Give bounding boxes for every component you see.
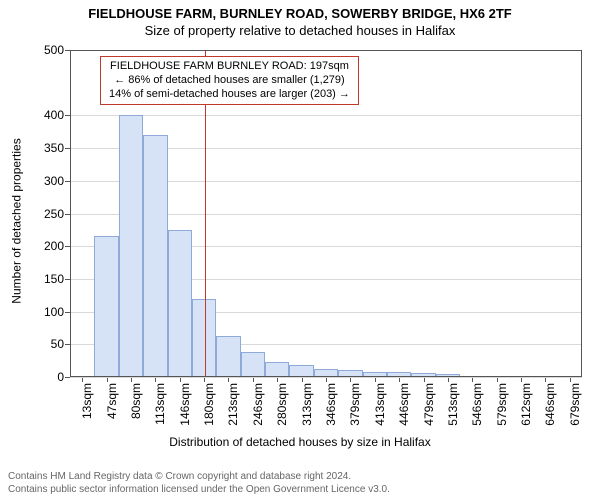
x-tick-label: 513sqm <box>446 383 460 426</box>
y-tick-label: 350 <box>44 141 70 155</box>
reference-annotation-box: FIELDHOUSE FARM BURNLEY ROAD: 197sqm← 86… <box>100 56 359 105</box>
x-tick-label: 180sqm <box>202 383 216 426</box>
annotation-line: ← 86% of detached houses are smaller (1,… <box>109 74 350 88</box>
x-tick-label: 280sqm <box>275 383 289 426</box>
histogram-bar <box>143 135 167 377</box>
x-tick-label: 413sqm <box>373 383 387 426</box>
x-axis-label: Distribution of detached houses by size … <box>0 435 600 449</box>
x-tick-label: 313sqm <box>300 383 314 426</box>
x-tick-label: 612sqm <box>519 383 533 426</box>
histogram-bar <box>265 362 289 377</box>
y-tick-label: 250 <box>44 207 70 221</box>
x-tick-label: 479sqm <box>422 383 436 426</box>
x-tick-label: 546sqm <box>470 383 484 426</box>
annotation-line: 14% of semi-detached houses are larger (… <box>109 88 350 102</box>
property-size-histogram: FIELDHOUSE FARM, BURNLEY ROAD, SOWERBY B… <box>0 0 600 500</box>
y-tick-label: 500 <box>44 43 70 57</box>
x-tick-label: 246sqm <box>251 383 265 426</box>
x-tick-label: 80sqm <box>129 383 143 419</box>
x-tick-label: 146sqm <box>178 383 192 426</box>
x-tick-label: 579sqm <box>495 383 509 426</box>
title-block: FIELDHOUSE FARM, BURNLEY ROAD, SOWERBY B… <box>0 6 600 38</box>
histogram-bar <box>241 352 265 377</box>
y-tick-label: 50 <box>51 337 70 351</box>
y-tick-label: 400 <box>44 108 70 122</box>
histogram-bar <box>338 370 362 377</box>
histogram-bar <box>436 374 460 377</box>
annotation-line: FIELDHOUSE FARM BURNLEY ROAD: 197sqm <box>109 60 350 74</box>
histogram-bar <box>411 373 435 377</box>
histogram-bar <box>387 372 411 377</box>
gridline <box>70 50 582 51</box>
x-tick-label: 446sqm <box>397 383 411 426</box>
footer-attribution: Contains HM Land Registry data © Crown c… <box>8 471 390 496</box>
y-tick-label: 150 <box>44 272 70 286</box>
histogram-bar <box>192 299 216 377</box>
chart-main-title: FIELDHOUSE FARM, BURNLEY ROAD, SOWERBY B… <box>0 6 600 21</box>
histogram-bar <box>363 372 387 377</box>
x-tick-label: 346sqm <box>324 383 338 426</box>
histogram-bar <box>94 236 118 377</box>
gridline <box>70 115 582 116</box>
histogram-bar <box>314 369 338 378</box>
y-tick-label: 100 <box>44 305 70 319</box>
x-tick-label: 213sqm <box>226 383 240 426</box>
x-tick-label: 13sqm <box>80 383 94 419</box>
chart-sub-title: Size of property relative to detached ho… <box>0 23 600 38</box>
x-tick-label: 646sqm <box>543 383 557 426</box>
x-tick-label: 379sqm <box>348 383 362 426</box>
y-tick-label: 200 <box>44 239 70 253</box>
footer-line-1: Contains HM Land Registry data © Crown c… <box>8 471 390 484</box>
x-tick-label: 679sqm <box>568 383 582 426</box>
histogram-bar <box>168 230 192 377</box>
histogram-bar <box>119 115 143 377</box>
gridline <box>70 377 582 378</box>
y-tick-label: 300 <box>44 174 70 188</box>
x-tick-label: 113sqm <box>153 383 167 425</box>
y-axis-label: Number of detached properties <box>9 57 23 384</box>
x-tick-label: 47sqm <box>105 383 119 419</box>
histogram-bar <box>289 365 313 377</box>
footer-line-2: Contains public sector information licen… <box>8 484 390 497</box>
y-tick-label: 0 <box>57 370 70 384</box>
histogram-bar <box>216 336 240 377</box>
